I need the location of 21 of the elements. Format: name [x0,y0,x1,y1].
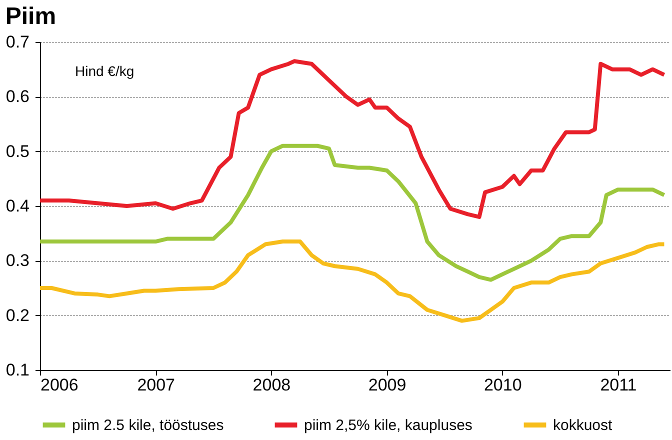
line-series [38,240,666,323]
x-tick-label: 2007 [137,376,176,394]
legend-label: piim 2.5 kile, tööstuses [72,417,224,434]
y-tick-label: 0.4 [6,196,30,216]
legend-label: piim 2,5% kile, kaupluses [304,417,472,434]
chart-title: Piim [5,3,56,30]
x-tick-label: 2006 [40,376,78,394]
annotation: Hind €/kg [75,63,134,79]
y-tick-label: 0.1 [6,360,30,380]
x-tick-label: 2009 [368,376,406,394]
x-tick-label: 2011 [600,376,637,394]
line-series [38,59,666,219]
x-tick-label: 2010 [484,376,522,394]
y-tick-label: 0.5 [6,142,30,161]
y-tick-label: 0.6 [6,87,30,106]
y-tick-label: 0.7 [6,32,30,52]
x-tick-label: 2008 [252,376,291,394]
legend-label: kokkuost [553,417,614,434]
y-tick-label: 0.2 [6,306,30,325]
y-tick-label: 0.3 [6,251,30,270]
line-series [38,144,666,282]
